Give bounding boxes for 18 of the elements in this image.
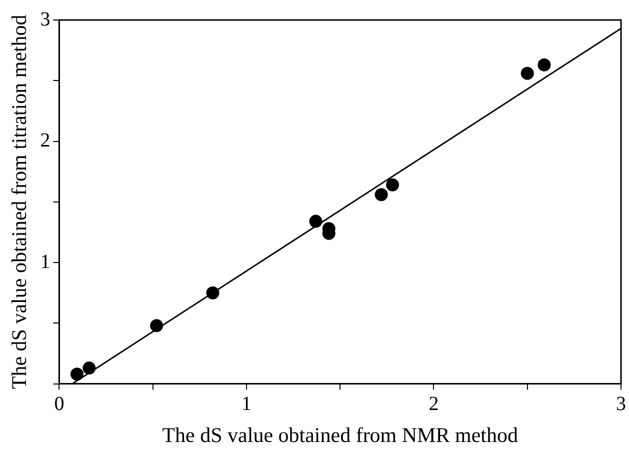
point — [520, 66, 534, 80]
y-tick-label: 2 — [40, 130, 50, 152]
point — [538, 58, 551, 72]
point — [206, 286, 220, 300]
y-axis-title: The dS value obtained from titration method — [7, 14, 32, 390]
y-tick-label: 3 — [40, 8, 50, 30]
x-tick-label: 3 — [616, 393, 626, 416]
point — [150, 319, 164, 332]
x-tick-label: 1 — [241, 393, 252, 416]
point — [386, 178, 400, 192]
y-tick-label: 1 — [40, 250, 50, 273]
point — [70, 368, 84, 381]
point — [82, 362, 96, 375]
x-tick-label: 2 — [428, 393, 439, 416]
point — [309, 214, 322, 228]
x-tick-label: 0 — [54, 393, 64, 416]
point — [374, 188, 388, 202]
x-axis-title: The dS value obtained from NMR method — [162, 422, 518, 447]
